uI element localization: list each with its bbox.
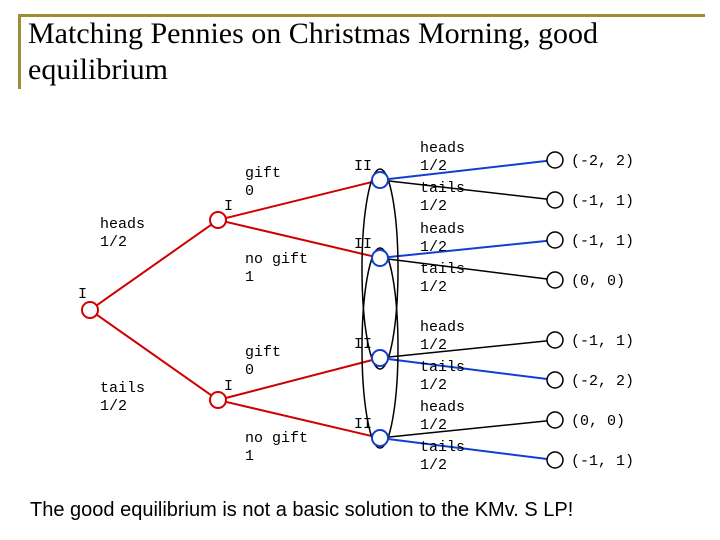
svg-text:gift: gift [245, 344, 281, 361]
svg-text:II: II [354, 236, 372, 253]
svg-text:(-1, 1): (-1, 1) [571, 193, 634, 210]
svg-text:(0, 0): (0, 0) [571, 273, 625, 290]
svg-text:(0, 0): (0, 0) [571, 413, 625, 430]
svg-text:heads: heads [420, 140, 465, 157]
svg-text:no gift: no gift [245, 251, 308, 268]
svg-text:no gift: no gift [245, 430, 308, 447]
svg-text:tails: tails [420, 439, 465, 456]
svg-text:(-1, 1): (-1, 1) [571, 453, 634, 470]
svg-text:1/2: 1/2 [100, 234, 127, 251]
svg-text:(-1, 1): (-1, 1) [571, 233, 634, 250]
svg-text:1: 1 [245, 269, 254, 286]
svg-text:tails: tails [420, 359, 465, 376]
svg-text:heads: heads [420, 221, 465, 238]
svg-text:1/2: 1/2 [420, 198, 447, 215]
svg-text:II: II [354, 158, 372, 175]
svg-text:heads: heads [420, 319, 465, 336]
svg-text:1/2: 1/2 [420, 457, 447, 474]
svg-text:(-2, 2): (-2, 2) [571, 153, 634, 170]
svg-text:1/2: 1/2 [420, 158, 447, 175]
svg-text:tails: tails [420, 180, 465, 197]
svg-text:1/2: 1/2 [100, 398, 127, 415]
svg-text:1/2: 1/2 [420, 417, 447, 434]
svg-text:heads: heads [420, 399, 465, 416]
svg-text:tails: tails [420, 261, 465, 278]
svg-text:I: I [224, 378, 233, 395]
svg-text:gift: gift [245, 165, 281, 182]
svg-text:1/2: 1/2 [420, 239, 447, 256]
svg-text:1/2: 1/2 [420, 337, 447, 354]
svg-text:(-1, 1): (-1, 1) [571, 333, 634, 350]
svg-text:II: II [354, 416, 372, 433]
svg-text:0: 0 [245, 183, 254, 200]
svg-text:heads: heads [100, 216, 145, 233]
svg-text:II: II [354, 336, 372, 353]
game-tree: heads1/2tails1/2gift0no gift1gift0no gif… [0, 0, 720, 540]
svg-text:0: 0 [245, 362, 254, 379]
svg-text:I: I [224, 198, 233, 215]
svg-text:I: I [78, 286, 87, 303]
svg-text:1/2: 1/2 [420, 279, 447, 296]
svg-text:tails: tails [100, 380, 145, 397]
svg-text:(-2, 2): (-2, 2) [571, 373, 634, 390]
svg-text:1: 1 [245, 448, 254, 465]
svg-text:1/2: 1/2 [420, 377, 447, 394]
